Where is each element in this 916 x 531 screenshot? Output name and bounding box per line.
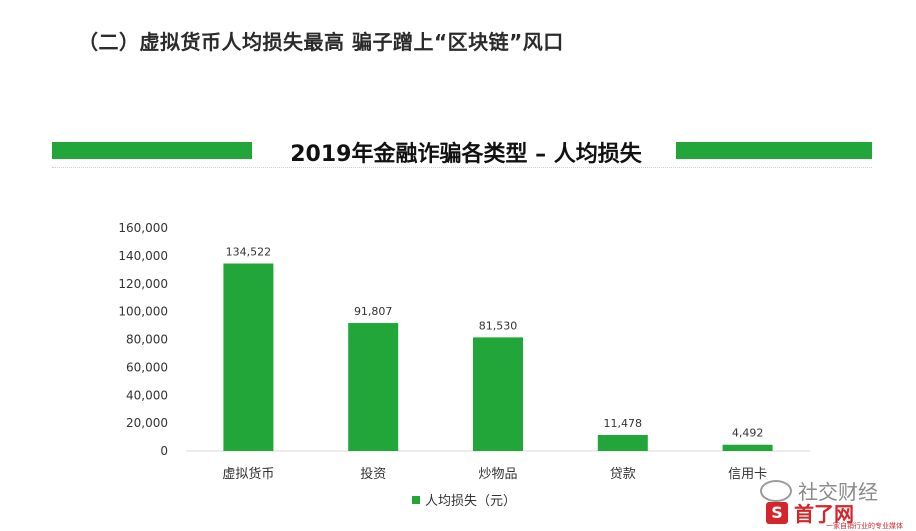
data-label: 4,492 xyxy=(732,427,764,440)
title-bar-right xyxy=(676,142,872,159)
y-tick-label: 80,000 xyxy=(126,333,168,347)
x-tick-label: 贷款 xyxy=(610,467,636,482)
y-tick-label: 160,000 xyxy=(118,221,168,235)
y-tick-label: 60,000 xyxy=(126,360,168,374)
data-labels: 134,522 91,807 81,530 11,478 4,492 xyxy=(226,246,764,440)
watermark: 社交财经 S 首了网 一家自销行业的专业媒体 xyxy=(760,476,910,530)
watermark-site-slogan: 一家自销行业的专业媒体 xyxy=(826,522,903,530)
bars xyxy=(223,263,773,451)
page-heading: （二）虚拟货币人均损失最高 骗子蹭上“区块链”风口 xyxy=(78,30,564,54)
bar xyxy=(473,337,523,451)
title-divider xyxy=(52,167,872,168)
watermark-text-social-finance: 社交财经 xyxy=(798,480,878,504)
y-tick-label: 140,000 xyxy=(118,249,168,263)
y-tick-label: 20,000 xyxy=(126,416,168,430)
bar xyxy=(597,435,648,451)
legend: 人均损失（元） xyxy=(412,490,516,509)
legend-label: 人均损失（元） xyxy=(425,494,517,509)
y-tick-label: 100,000 xyxy=(118,305,168,319)
legend-swatch xyxy=(412,496,420,504)
y-tick-label: 40,000 xyxy=(126,388,168,402)
bar xyxy=(223,263,274,451)
title-bar-left xyxy=(52,142,252,159)
data-label: 81,530 xyxy=(479,319,518,332)
x-tick-label: 炒物品 xyxy=(478,467,517,482)
data-label: 91,807 xyxy=(354,305,393,318)
y-tick-label: 120,000 xyxy=(118,277,168,291)
bar xyxy=(722,444,773,451)
wechat-icon xyxy=(760,480,792,502)
site-logo-icon: S xyxy=(766,502,788,524)
data-label: 134,522 xyxy=(226,246,272,259)
y-tick-label: 0 xyxy=(160,444,168,458)
watermark-site-name: 首了网 xyxy=(794,502,854,526)
x-tick-label: 信用卡 xyxy=(728,467,767,482)
x-axis: 虚拟货币 投资 炒物品 贷款 信用卡 xyxy=(222,466,767,482)
data-label: 11,478 xyxy=(604,417,643,430)
y-axis: 0 20,000 40,000 60,000 80,000 100,000 120,000 1… xyxy=(118,221,168,458)
chart-title: 2019年金融诈骗各类型 – 人均损失 xyxy=(290,142,642,167)
x-tick-label: 虚拟货币 xyxy=(222,466,274,482)
x-tick-label: 投资 xyxy=(360,466,386,482)
bar xyxy=(348,323,399,451)
